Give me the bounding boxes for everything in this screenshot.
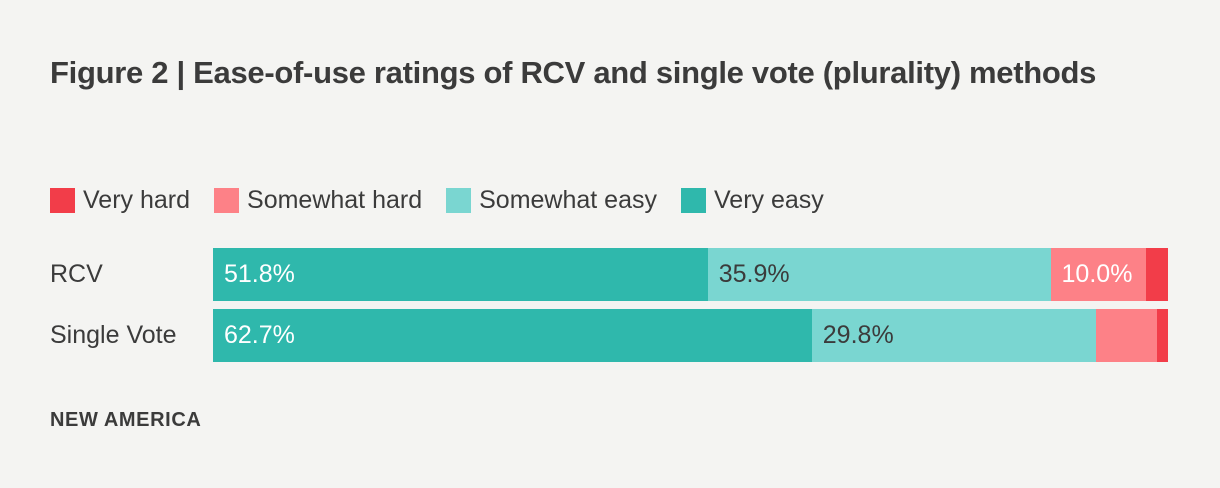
segment-value-label-rcv-somewhat-hard: 10.0% (1061, 260, 1133, 288)
legend-label-somewhat-easy: Somewhat easy (479, 186, 657, 214)
legend-label-somewhat-hard: Somewhat hard (247, 186, 423, 214)
segment-rcv-somewhat-hard: 10.0% (1050, 248, 1147, 301)
segment-value-label-single-vote-very-easy: 62.7% (224, 321, 295, 349)
legend-item-somewhat-hard: Somewhat hard (214, 186, 422, 215)
legend-item-very-easy: Very easy (681, 186, 824, 215)
legend-item-very-hard: Very hard (50, 186, 190, 215)
category-label-rcv: RCV (50, 260, 103, 288)
legend-swatch-somewhat-hard (214, 188, 240, 213)
legend-label-very-easy: Very easy (714, 186, 824, 214)
segment-single-vote-very-hard (1157, 309, 1168, 362)
segment-value-label-single-vote-somewhat-easy: 29.8% (822, 321, 894, 349)
legend-swatch-very-easy (681, 188, 706, 213)
segment-single-vote-somewhat-hard (1096, 309, 1158, 362)
bar-row-single-vote: Single Vote 62.7% 29.8% (50, 309, 1168, 362)
segment-single-vote-very-easy: 62.7% (213, 309, 812, 362)
segment-value-label-rcv-very-easy: 51.8% (224, 260, 295, 288)
segment-rcv-somewhat-easy: 35.9% (707, 248, 1051, 301)
figure-title: Figure 2 | Ease-of-use ratings of RCV an… (50, 55, 1097, 90)
stacked-bar-chart: RCV 51.8% 35.9% 10.0% Single Vote 62.7% … (50, 248, 1168, 370)
legend-label-very-hard: Very hard (83, 186, 191, 214)
segment-single-vote-somewhat-easy: 29.8% (811, 309, 1097, 362)
legend-swatch-somewhat-easy (446, 188, 472, 213)
bar-single-vote: 62.7% 29.8% (213, 309, 1168, 362)
segment-rcv-very-easy: 51.8% (213, 248, 708, 301)
legend-swatch-very-hard (50, 188, 75, 213)
source-credit: NEW AMERICA (50, 409, 202, 431)
bar-row-rcv: RCV 51.8% 35.9% 10.0% (50, 248, 1168, 301)
legend: Very hard Somewhat hard Somewhat easy Ve… (50, 186, 824, 215)
category-label-single-vote: Single Vote (50, 321, 177, 349)
segment-value-label-rcv-somewhat-easy: 35.9% (718, 260, 790, 288)
bar-rcv: 51.8% 35.9% 10.0% (213, 248, 1168, 301)
segment-rcv-very-hard (1146, 248, 1168, 301)
legend-item-somewhat-easy: Somewhat easy (446, 186, 657, 215)
